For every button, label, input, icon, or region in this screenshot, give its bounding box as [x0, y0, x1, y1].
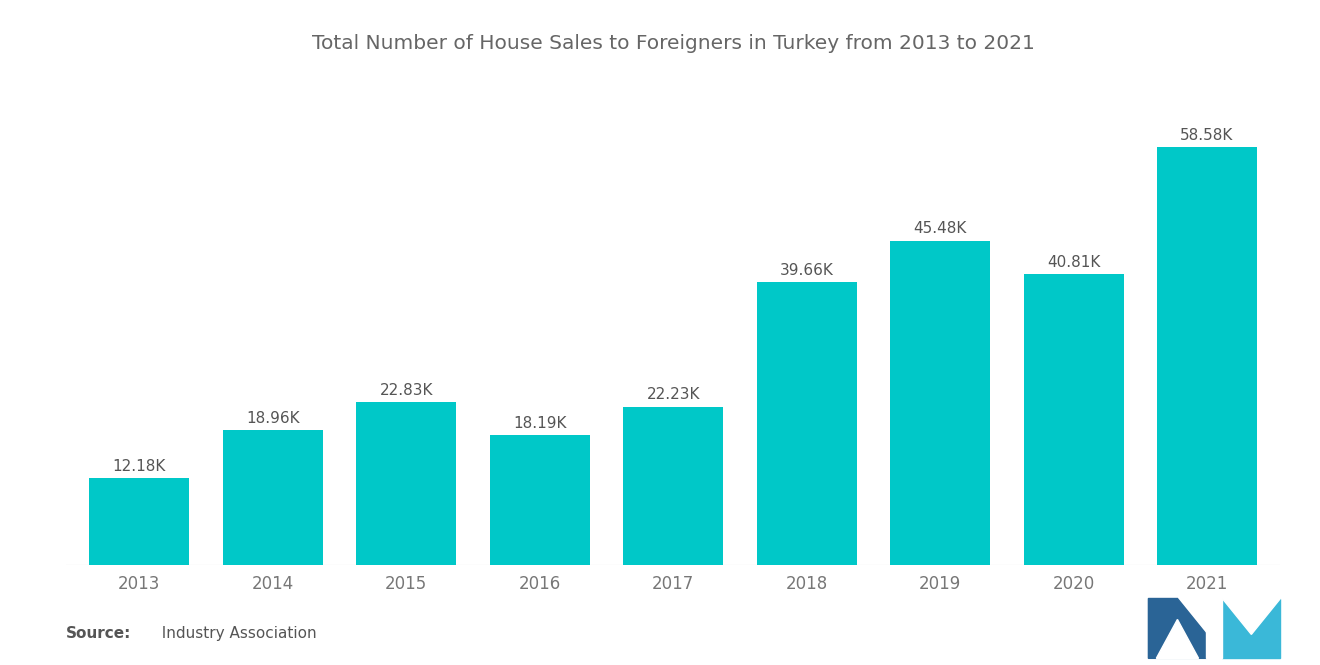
Bar [1156, 147, 1257, 565]
Polygon shape [1222, 598, 1280, 634]
Text: 18.19K: 18.19K [513, 416, 566, 431]
Text: 12.18K: 12.18K [112, 459, 166, 474]
Bar [890, 241, 990, 565]
Text: Source:: Source: [66, 626, 132, 642]
Polygon shape [1222, 598, 1280, 658]
Bar [756, 282, 857, 565]
Bar [1023, 274, 1123, 565]
Title: Total Number of House Sales to Foreigners in Turkey from 2013 to 2021: Total Number of House Sales to Foreigner… [312, 34, 1035, 53]
Text: 22.83K: 22.83K [380, 383, 433, 398]
Bar [623, 406, 723, 565]
Text: 39.66K: 39.66K [780, 263, 834, 278]
Bar [356, 402, 457, 565]
Text: 58.58K: 58.58K [1180, 128, 1234, 143]
Text: Industry Association: Industry Association [152, 626, 317, 642]
Text: 18.96K: 18.96K [246, 410, 300, 426]
Text: 40.81K: 40.81K [1047, 255, 1101, 269]
Bar [90, 478, 190, 565]
Polygon shape [1156, 620, 1199, 658]
Text: 22.23K: 22.23K [647, 387, 700, 402]
Text: 45.48K: 45.48K [913, 221, 966, 236]
Polygon shape [1206, 598, 1222, 658]
Bar [223, 430, 323, 565]
Bar [490, 436, 590, 565]
Polygon shape [1148, 598, 1206, 658]
